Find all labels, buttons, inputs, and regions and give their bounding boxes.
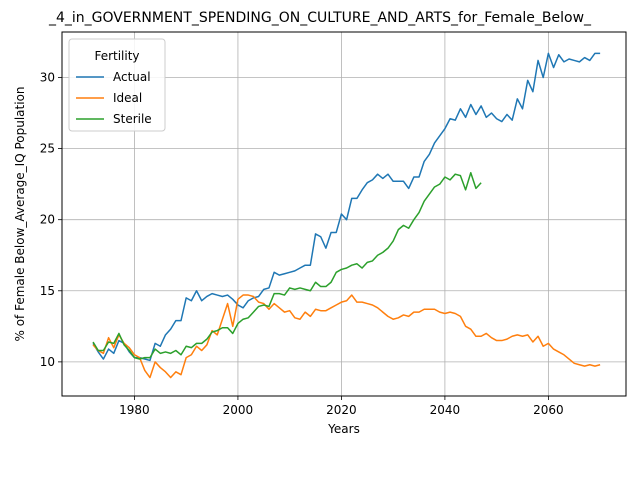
y-axis-ticks: 10 15 20 25 30: [40, 71, 62, 369]
legend-label-ideal: Ideal: [113, 91, 142, 105]
y-tick-label: 30: [40, 71, 55, 85]
x-tick-label: 2040: [430, 403, 461, 417]
legend-title: Fertility: [94, 49, 139, 63]
x-axis-label: Years: [327, 422, 360, 436]
y-tick-label: 10: [40, 355, 55, 369]
legend-entries: Actual Ideal Sterile: [76, 70, 152, 126]
legend-label-actual: Actual: [113, 70, 151, 84]
series-line-ideal: [92, 294, 601, 379]
x-axis-ticks: 1980 2000 2020 2040 2060: [119, 396, 564, 417]
legend-box: [68, 38, 166, 132]
chart-title: _4_in_GOVERNMENT_SPENDING_ON_CULTURE_AND…: [48, 10, 592, 26]
y-tick-label: 20: [40, 213, 55, 227]
x-tick-label: 2060: [533, 403, 564, 417]
x-tick-label: 1980: [119, 403, 150, 417]
series-lines: [92, 52, 601, 379]
legend: Fertility Actual Ideal Sterile: [68, 38, 166, 132]
series-line-sterile: [92, 172, 482, 360]
plot-frame: [61, 31, 627, 397]
x-tick-label: 2020: [326, 403, 357, 417]
y-tick-label: 15: [40, 284, 55, 298]
series-line-actual: [92, 52, 601, 362]
legend-label-sterile: Sterile: [113, 112, 152, 126]
x-tick-label: 2000: [223, 403, 254, 417]
y-tick-label: 25: [40, 142, 55, 156]
y-axis-label: % of Female Below_Average_IQ Population: [13, 86, 27, 341]
